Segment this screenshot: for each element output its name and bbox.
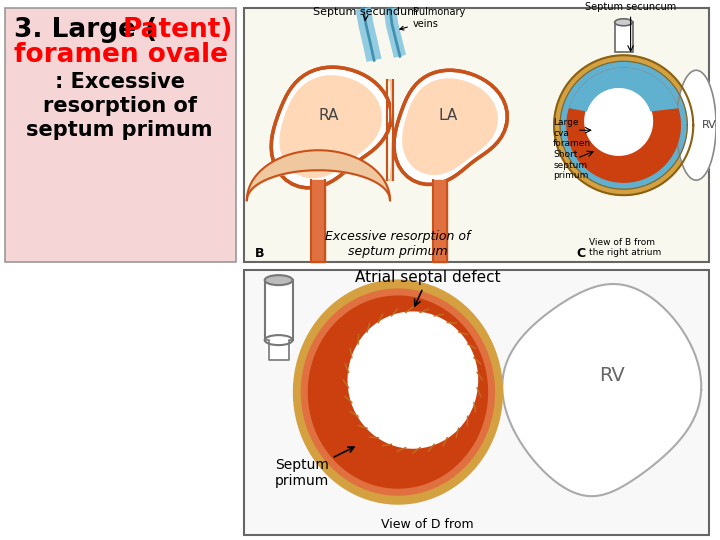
Text: septum primum: septum primum bbox=[27, 120, 213, 140]
Bar bbox=[615, 22, 633, 52]
Polygon shape bbox=[570, 68, 678, 111]
Polygon shape bbox=[312, 180, 325, 262]
Text: foramen ovale: foramen ovale bbox=[14, 42, 228, 68]
FancyBboxPatch shape bbox=[5, 8, 236, 262]
Text: Short
septum
primum: Short septum primum bbox=[553, 150, 588, 180]
Polygon shape bbox=[402, 78, 498, 175]
Text: RV: RV bbox=[702, 120, 717, 130]
Polygon shape bbox=[585, 87, 652, 155]
Text: resorption of: resorption of bbox=[42, 96, 197, 116]
Polygon shape bbox=[265, 340, 292, 360]
Polygon shape bbox=[271, 67, 391, 188]
Text: Excessive resorption of
septum primum: Excessive resorption of septum primum bbox=[325, 230, 471, 258]
Text: 3. Large (: 3. Large ( bbox=[14, 17, 157, 43]
Polygon shape bbox=[279, 75, 382, 178]
Polygon shape bbox=[387, 80, 393, 180]
Polygon shape bbox=[567, 68, 680, 182]
Text: RA: RA bbox=[318, 108, 338, 123]
Ellipse shape bbox=[615, 19, 633, 26]
Bar bbox=[265, 280, 292, 340]
Polygon shape bbox=[503, 284, 701, 496]
Text: Patent): Patent) bbox=[122, 17, 233, 43]
FancyBboxPatch shape bbox=[244, 8, 709, 262]
Ellipse shape bbox=[265, 335, 292, 345]
Polygon shape bbox=[308, 296, 487, 488]
Ellipse shape bbox=[265, 275, 292, 285]
Polygon shape bbox=[294, 280, 503, 504]
Text: RV: RV bbox=[599, 366, 624, 384]
Text: Septum secundum: Septum secundum bbox=[313, 8, 418, 21]
Text: Septum
primum: Septum primum bbox=[274, 447, 354, 488]
Text: Pulmonary
veins: Pulmonary veins bbox=[400, 8, 465, 30]
Polygon shape bbox=[302, 289, 495, 495]
Text: Large
cva
foramen: Large cva foramen bbox=[553, 118, 591, 148]
Text: C: C bbox=[576, 247, 585, 260]
Text: LA: LA bbox=[438, 108, 457, 123]
Text: Atrial septal defect: Atrial septal defect bbox=[355, 270, 500, 306]
Polygon shape bbox=[348, 312, 477, 448]
Text: : Excessive: : Excessive bbox=[55, 72, 184, 92]
Polygon shape bbox=[433, 180, 446, 262]
FancyBboxPatch shape bbox=[244, 270, 709, 535]
Polygon shape bbox=[554, 55, 693, 195]
Polygon shape bbox=[394, 70, 508, 184]
Text: View of D from: View of D from bbox=[382, 518, 474, 531]
Polygon shape bbox=[676, 70, 716, 180]
Text: B: B bbox=[255, 247, 264, 260]
Text: Septum secuncum: Septum secuncum bbox=[585, 2, 676, 12]
Text: View of B from
the right atrium: View of B from the right atrium bbox=[589, 238, 661, 257]
Polygon shape bbox=[560, 61, 688, 189]
